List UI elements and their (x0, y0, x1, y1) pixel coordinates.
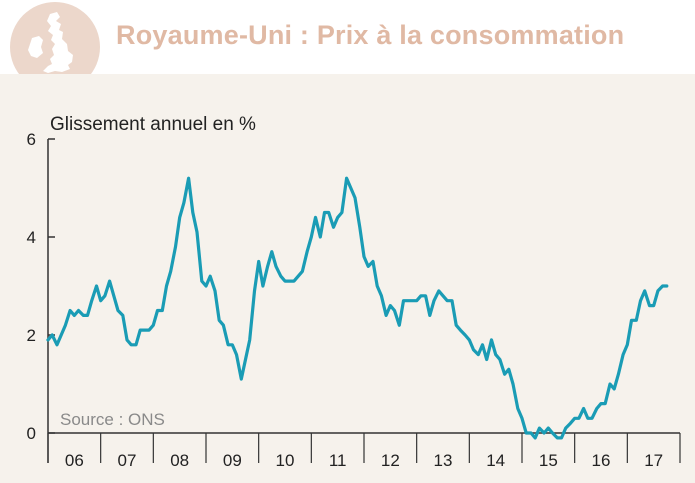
y-tick-label: 6 (27, 130, 36, 149)
x-tick-label: 14 (486, 451, 505, 470)
x-tick-label: 13 (434, 451, 453, 470)
x-tick-label: 09 (223, 451, 242, 470)
x-tick-label: 06 (65, 451, 84, 470)
chart-panel: Glissement annuel en % 0 2 4 6 06 07 08 09 10 11 1… (0, 74, 695, 483)
x-tick-label: 10 (276, 451, 295, 470)
y-tick-label: 0 (27, 424, 36, 443)
source-note: Source : ONS (60, 410, 165, 429)
cpi-line-chart: Glissement annuel en % 0 2 4 6 06 07 08 09 10 11 1… (27, 114, 681, 470)
x-tick-label: 15 (539, 451, 558, 470)
y-axis-label: Glissement annuel en % (50, 114, 256, 135)
x-tick-label: 08 (170, 451, 189, 470)
y-tick-label: 2 (27, 326, 36, 345)
x-tick-label: 11 (329, 451, 347, 470)
x-tick-label: 17 (644, 451, 663, 470)
y-tick-label: 4 (27, 228, 36, 247)
x-tick-label: 07 (118, 451, 137, 470)
series-line (46, 176, 669, 440)
header: Royaume-Uni : Prix à la consommation (0, 0, 695, 92)
x-tick-label: 12 (381, 451, 400, 470)
x-tick-label: 16 (592, 451, 611, 470)
page-title: Royaume-Uni : Prix à la consommation (116, 20, 625, 50)
